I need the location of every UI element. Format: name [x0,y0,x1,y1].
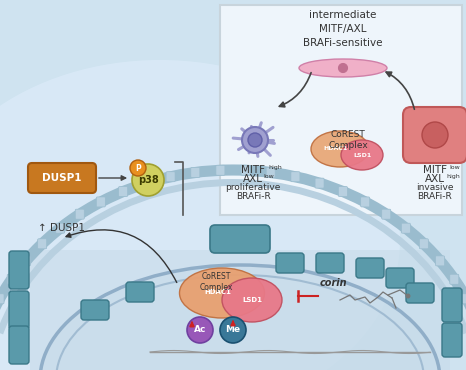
FancyBboxPatch shape [166,172,175,182]
FancyArrowPatch shape [386,72,414,109]
FancyBboxPatch shape [96,197,105,207]
FancyBboxPatch shape [191,168,200,178]
FancyBboxPatch shape [266,168,275,178]
Circle shape [187,317,213,343]
FancyBboxPatch shape [382,209,391,219]
Text: high: high [268,165,282,170]
Text: HDAC1: HDAC1 [324,145,348,151]
Text: intermediate
MITF/AXL
BRAFi-sensitive: intermediate MITF/AXL BRAFi-sensitive [303,10,383,48]
Text: p38: p38 [137,175,158,185]
Text: BRAFi-R: BRAFi-R [236,192,270,201]
FancyBboxPatch shape [361,197,370,207]
FancyBboxPatch shape [21,256,30,266]
FancyBboxPatch shape [9,326,29,364]
FancyBboxPatch shape [210,225,270,253]
FancyArrowPatch shape [66,230,177,283]
Text: BRAFi-R: BRAFi-R [418,192,452,201]
FancyBboxPatch shape [216,165,225,175]
FancyBboxPatch shape [419,239,428,249]
Text: HDAC1: HDAC1 [205,289,232,295]
FancyBboxPatch shape [126,282,154,302]
FancyBboxPatch shape [119,186,128,196]
FancyBboxPatch shape [403,107,466,163]
Circle shape [422,122,448,148]
FancyBboxPatch shape [356,258,384,278]
Text: DUSP1: DUSP1 [42,173,82,183]
Text: Ac: Ac [194,326,206,334]
Text: low: low [263,174,274,179]
Text: corin: corin [320,278,348,288]
Circle shape [242,127,268,153]
FancyBboxPatch shape [55,223,65,233]
FancyBboxPatch shape [241,165,250,175]
FancyBboxPatch shape [9,251,29,289]
Text: MITF: MITF [423,165,447,175]
Ellipse shape [0,60,400,370]
Circle shape [405,293,411,299]
Text: low: low [449,165,460,170]
Text: ↑ DUSP1: ↑ DUSP1 [38,223,85,233]
FancyBboxPatch shape [75,209,84,219]
Ellipse shape [311,131,369,167]
FancyBboxPatch shape [462,294,466,304]
FancyBboxPatch shape [30,250,450,370]
FancyBboxPatch shape [0,294,4,304]
Circle shape [338,64,348,73]
FancyBboxPatch shape [401,223,411,233]
FancyBboxPatch shape [38,239,47,249]
Ellipse shape [179,268,265,318]
Circle shape [130,160,146,176]
FancyBboxPatch shape [28,163,96,193]
FancyBboxPatch shape [291,172,300,182]
Ellipse shape [299,59,387,77]
Text: CoREST
Complex: CoREST Complex [199,272,233,292]
Ellipse shape [222,278,282,322]
Text: AXL: AXL [243,174,263,184]
Text: high: high [446,174,460,179]
FancyBboxPatch shape [442,323,462,357]
Ellipse shape [341,140,383,170]
Text: MITF: MITF [241,165,265,175]
FancyBboxPatch shape [81,300,109,320]
FancyBboxPatch shape [450,274,459,284]
Text: Me: Me [226,326,240,334]
Text: LSD1: LSD1 [242,297,262,303]
Text: CoREST
Complex: CoREST Complex [328,130,368,150]
FancyBboxPatch shape [316,253,344,273]
Circle shape [248,133,262,147]
FancyBboxPatch shape [406,283,434,303]
FancyBboxPatch shape [276,253,304,273]
FancyBboxPatch shape [9,291,29,329]
FancyBboxPatch shape [220,5,462,215]
FancyBboxPatch shape [142,178,151,188]
Circle shape [132,164,164,196]
FancyBboxPatch shape [315,178,324,188]
Text: invasive: invasive [416,183,454,192]
FancyBboxPatch shape [386,268,414,288]
FancyBboxPatch shape [7,274,16,284]
Ellipse shape [40,265,440,370]
Text: AXL: AXL [425,174,445,184]
FancyBboxPatch shape [436,256,445,266]
Circle shape [220,317,246,343]
Text: LSD1: LSD1 [353,152,371,158]
FancyArrowPatch shape [279,73,311,107]
Text: proliferative: proliferative [226,183,281,192]
FancyBboxPatch shape [442,288,462,322]
FancyBboxPatch shape [338,186,347,196]
Text: P: P [135,164,141,172]
